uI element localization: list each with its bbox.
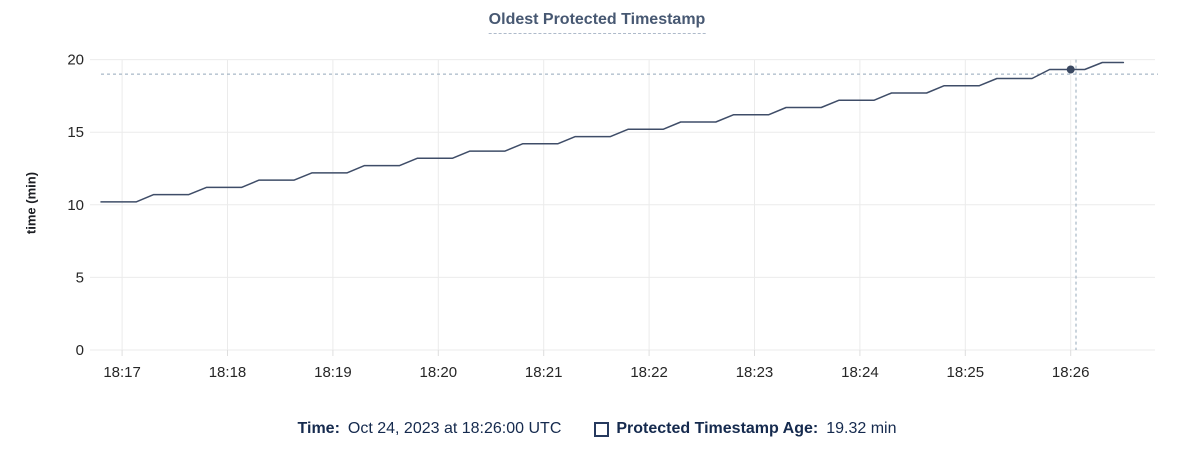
svg-text:5: 5 [76,269,84,286]
svg-text:18:22: 18:22 [630,364,668,381]
svg-text:18:26: 18:26 [1052,364,1090,381]
svg-text:18:18: 18:18 [209,364,247,381]
legend-time-label: Time: [297,420,340,437]
legend-series-toggle[interactable]: Protected Timestamp Age: [594,420,818,438]
series-checkbox-icon[interactable] [594,421,610,437]
svg-text:18:21: 18:21 [525,364,563,381]
svg-text:20: 20 [67,52,84,69]
highlight-point-dot [1066,65,1075,74]
legend-time-value: Oct 24, 2023 at 18:26:00 UTC [347,420,562,437]
svg-text:18:24: 18:24 [841,364,879,381]
svg-text:15: 15 [67,124,84,141]
grid-lines [90,59,1155,356]
legend-series-value: 19.32 min [826,420,897,437]
svg-text:18:20: 18:20 [420,364,458,381]
svg-text:0: 0 [76,342,84,359]
x-axis-tick-labels: 18:17 18:18 18:19 18:20 18:21 18:22 18:23 18:24… [103,364,1089,381]
chart-legend: Time: Oct 24, 2023 at 18:26:00 UTC Prote… [0,420,1194,438]
cursor-crosshair [101,59,1158,350]
chart-title[interactable]: Oldest Protected Timestamp [488,11,706,34]
svg-text:18:25: 18:25 [947,364,985,381]
y-axis-tick-labels: 0 5 10 15 20 [67,52,84,359]
svg-text:18:19: 18:19 [314,364,352,381]
series-line [100,61,1125,203]
svg-text:18:17: 18:17 [103,364,141,381]
svg-text:18:23: 18:23 [736,364,774,381]
svg-text:10: 10 [67,197,84,214]
legend-series-label: Protected Timestamp Age: [616,420,819,437]
